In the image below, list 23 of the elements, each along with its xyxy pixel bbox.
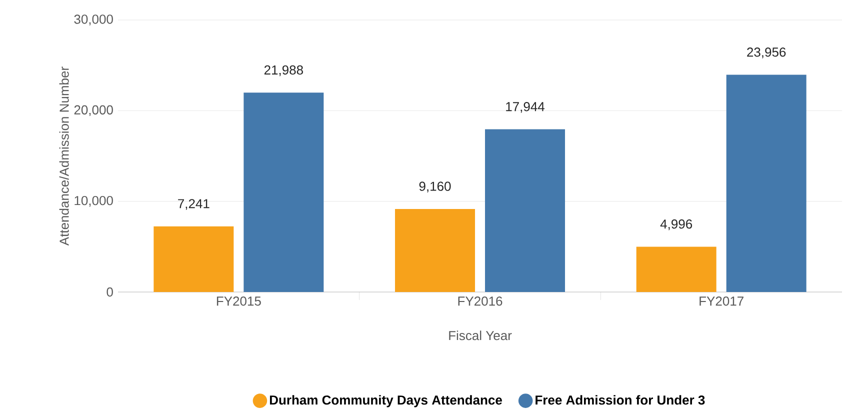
legend-label: Free Admission for Under 3	[536, 395, 705, 405]
y-tick-label: 0	[106, 287, 113, 297]
bar	[726, 74, 806, 292]
x-tick-label: FY2016	[458, 296, 502, 306]
legend-label: Durham Community Days Attendance	[270, 395, 502, 408]
y-tick-label: 20,000	[74, 105, 113, 116]
x-tick-label: FY2017	[700, 296, 744, 306]
data-label: 21,988	[264, 65, 303, 76]
data-label: 9,160	[419, 182, 451, 192]
x-tick-label: FY2015	[216, 296, 261, 306]
bar	[485, 129, 566, 292]
bar	[154, 226, 234, 292]
bar	[395, 208, 476, 292]
y-tick-label: 10,000	[74, 196, 113, 207]
bar	[244, 92, 324, 292]
x-axis-title: Fiscal Year	[449, 330, 512, 340]
data-label: 4,996	[660, 219, 692, 230]
data-label: 17,944	[506, 102, 544, 113]
bar	[636, 246, 716, 292]
data-label: 23,956	[747, 48, 786, 58]
y-axis-title: Attendance/Admission Number	[59, 66, 69, 246]
y-tick-label: 30,000	[74, 14, 113, 26]
data-label: 7,241	[178, 199, 210, 210]
